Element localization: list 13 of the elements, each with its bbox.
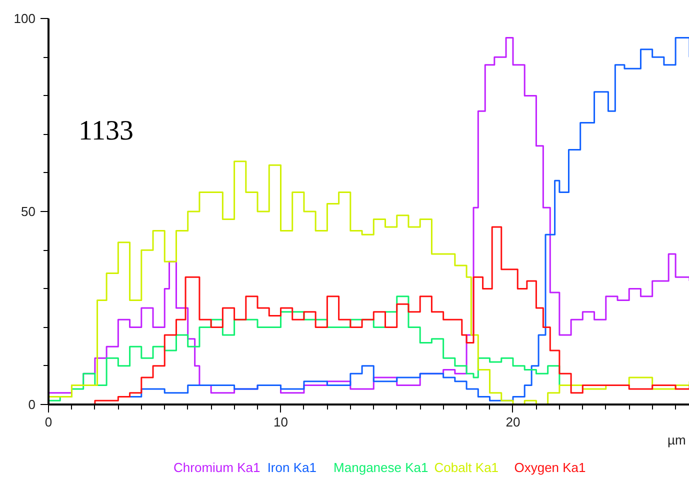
y-tick-label: 0 (28, 397, 36, 412)
x-tick-label: 10 (274, 414, 288, 430)
x-tick-label: 20 (506, 414, 520, 430)
text: Cobalt Ka1 (434, 460, 499, 475)
x-axis-title: µm (667, 432, 686, 448)
y-tick-label: 50 (21, 204, 36, 219)
x-tick-label: 0 (44, 414, 52, 430)
annotation: 1133 (78, 116, 134, 146)
y-tick-label: 100 (14, 11, 36, 26)
text: Oxygen Ka1 (514, 460, 586, 475)
text: Chromium Ka1 (174, 460, 260, 475)
text: Manganese Ka1 (334, 460, 428, 475)
text: Iron Ka1 (267, 460, 316, 475)
